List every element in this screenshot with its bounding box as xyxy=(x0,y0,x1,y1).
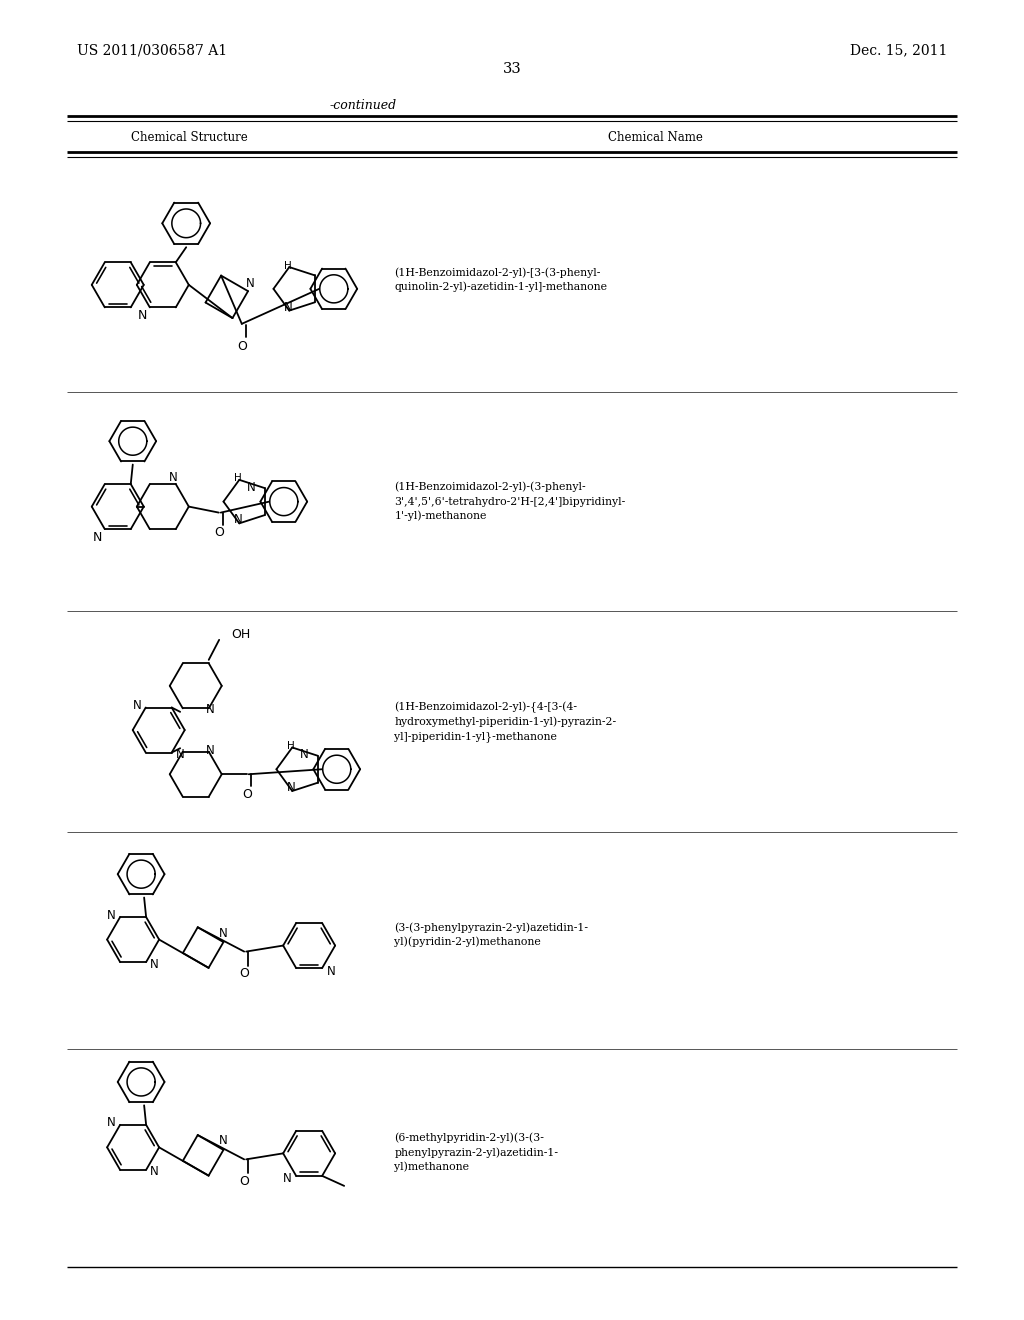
Text: O: O xyxy=(214,527,223,539)
Text: H: H xyxy=(288,741,295,751)
Text: Chemical Name: Chemical Name xyxy=(608,131,702,144)
Text: 33: 33 xyxy=(503,62,521,75)
Text: N: N xyxy=(206,704,214,717)
Text: quinolin-2-yl)-azetidin-1-yl]-methanone: quinolin-2-yl)-azetidin-1-yl]-methanone xyxy=(394,281,607,292)
Text: N: N xyxy=(219,1134,227,1147)
Text: N: N xyxy=(233,513,243,527)
Text: hydroxymethyl-piperidin-1-yl)-pyrazin-2-: hydroxymethyl-piperidin-1-yl)-pyrazin-2- xyxy=(394,717,616,727)
Text: (1H-Benzoimidazol-2-yl)-{4-[3-(4-: (1H-Benzoimidazol-2-yl)-{4-[3-(4- xyxy=(394,702,578,713)
Text: O: O xyxy=(240,968,249,979)
Text: N: N xyxy=(168,471,177,484)
Text: N: N xyxy=(176,748,184,762)
Text: N: N xyxy=(283,1172,291,1185)
Text: N: N xyxy=(327,965,336,978)
Text: N: N xyxy=(247,480,256,494)
Text: (6-methylpyridin-2-yl)(3-(3-: (6-methylpyridin-2-yl)(3-(3- xyxy=(394,1133,544,1143)
Text: (1H-Benzoimidazol-2-yl)-(3-phenyl-: (1H-Benzoimidazol-2-yl)-(3-phenyl- xyxy=(394,482,586,492)
Text: N: N xyxy=(92,531,101,544)
Text: O: O xyxy=(237,341,247,354)
Text: 3',4',5',6'-tetrahydro-2'H-[2,4']bipyridinyl-: 3',4',5',6'-tetrahydro-2'H-[2,4']bipyrid… xyxy=(394,496,626,507)
Text: O: O xyxy=(242,788,252,801)
Text: (1H-Benzoimidazol-2-yl)-[3-(3-phenyl-: (1H-Benzoimidazol-2-yl)-[3-(3-phenyl- xyxy=(394,268,601,279)
Text: N: N xyxy=(108,908,116,921)
Text: N: N xyxy=(219,927,227,940)
Text: O: O xyxy=(240,1175,249,1188)
Text: (3-(3-phenylpyrazin-2-yl)azetidin-1-: (3-(3-phenylpyrazin-2-yl)azetidin-1- xyxy=(394,923,588,933)
Text: 1'-yl)-methanone: 1'-yl)-methanone xyxy=(394,511,486,521)
Text: US 2011/0306587 A1: US 2011/0306587 A1 xyxy=(77,44,227,57)
Text: yl)methanone: yl)methanone xyxy=(394,1162,469,1172)
Text: N: N xyxy=(133,700,141,711)
Text: Chemical Structure: Chemical Structure xyxy=(131,131,248,144)
Text: N: N xyxy=(151,1166,159,1179)
Text: N: N xyxy=(284,301,293,314)
Text: N: N xyxy=(287,781,296,793)
Text: OH: OH xyxy=(231,628,251,642)
Text: N: N xyxy=(246,277,254,289)
Text: N: N xyxy=(206,743,214,756)
Text: Dec. 15, 2011: Dec. 15, 2011 xyxy=(850,44,947,57)
Text: H: H xyxy=(285,260,292,271)
Text: H: H xyxy=(234,474,243,483)
Text: N: N xyxy=(300,748,308,762)
Text: yl)(pyridin-2-yl)methanone: yl)(pyridin-2-yl)methanone xyxy=(394,936,541,946)
Text: phenylpyrazin-2-yl)azetidin-1-: phenylpyrazin-2-yl)azetidin-1- xyxy=(394,1147,558,1158)
Text: N: N xyxy=(137,309,146,322)
Text: -continued: -continued xyxy=(330,99,397,112)
Text: N: N xyxy=(151,957,159,970)
Text: yl]-piperidin-1-yl}-methanone: yl]-piperidin-1-yl}-methanone xyxy=(394,731,557,742)
Text: N: N xyxy=(108,1117,116,1130)
